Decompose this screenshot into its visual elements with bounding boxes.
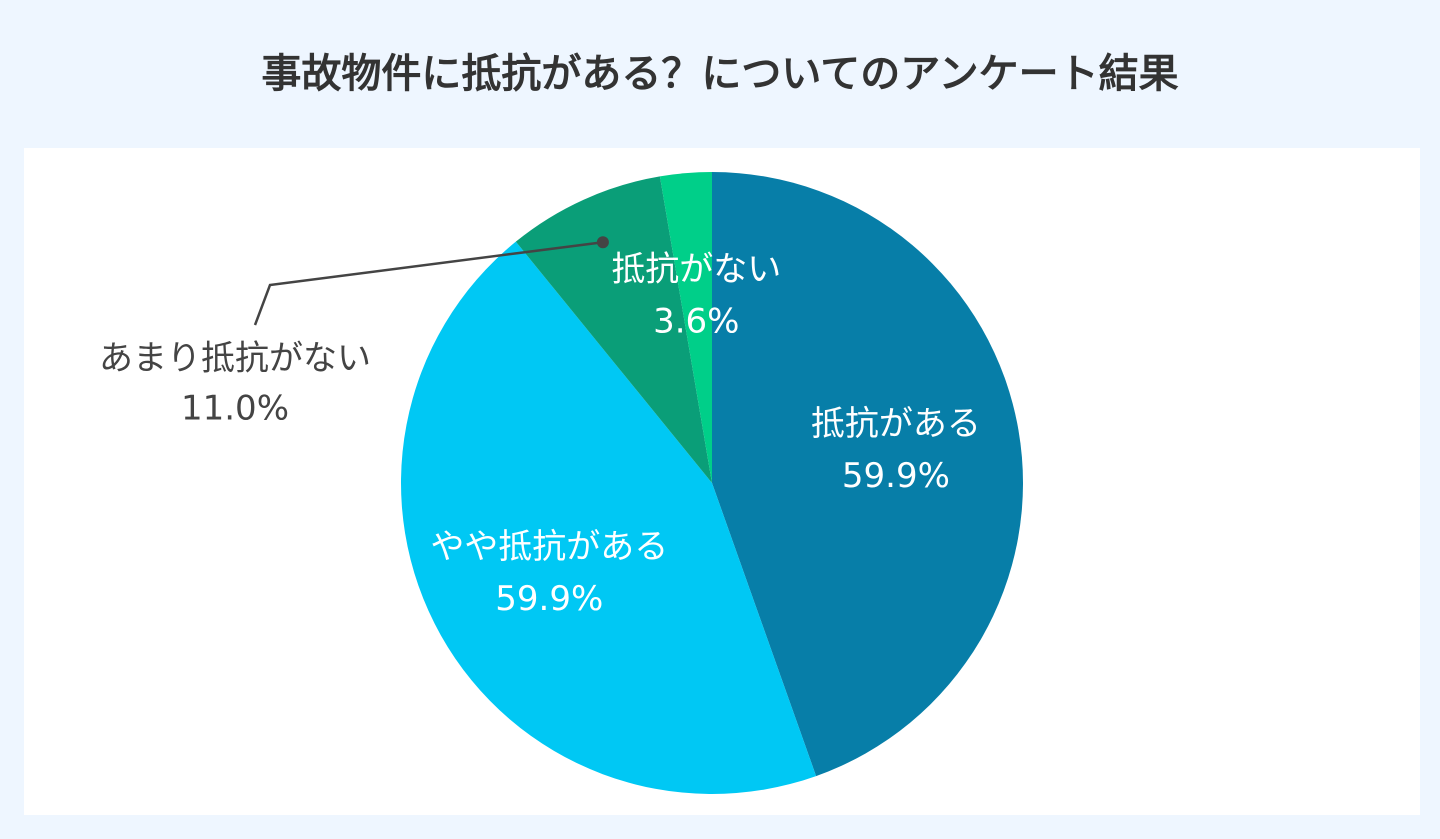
slice-value-label: 59.9% [842, 456, 950, 496]
pie-slice [515, 176, 712, 484]
slice-label: やや抵抗がある [430, 527, 668, 567]
slice-value-label: 3.6% [653, 302, 739, 342]
slice-value-label: 59.9% [495, 579, 603, 619]
leader-line [253, 240, 604, 326]
chart-title: 事故物件に抵抗がある？についてのアンケート結果 [261, 51, 1178, 97]
leader-dot [596, 236, 609, 249]
slice-label: あまり抵抗がない [99, 339, 371, 379]
pie-slice [712, 172, 1024, 777]
slice-value-label: 11.0% [181, 389, 289, 429]
pie-slice [659, 172, 712, 483]
slice-label: 抵抗がある [811, 404, 981, 444]
pie-slice [400, 241, 817, 795]
slice-label: 抵抗がない [611, 250, 781, 290]
